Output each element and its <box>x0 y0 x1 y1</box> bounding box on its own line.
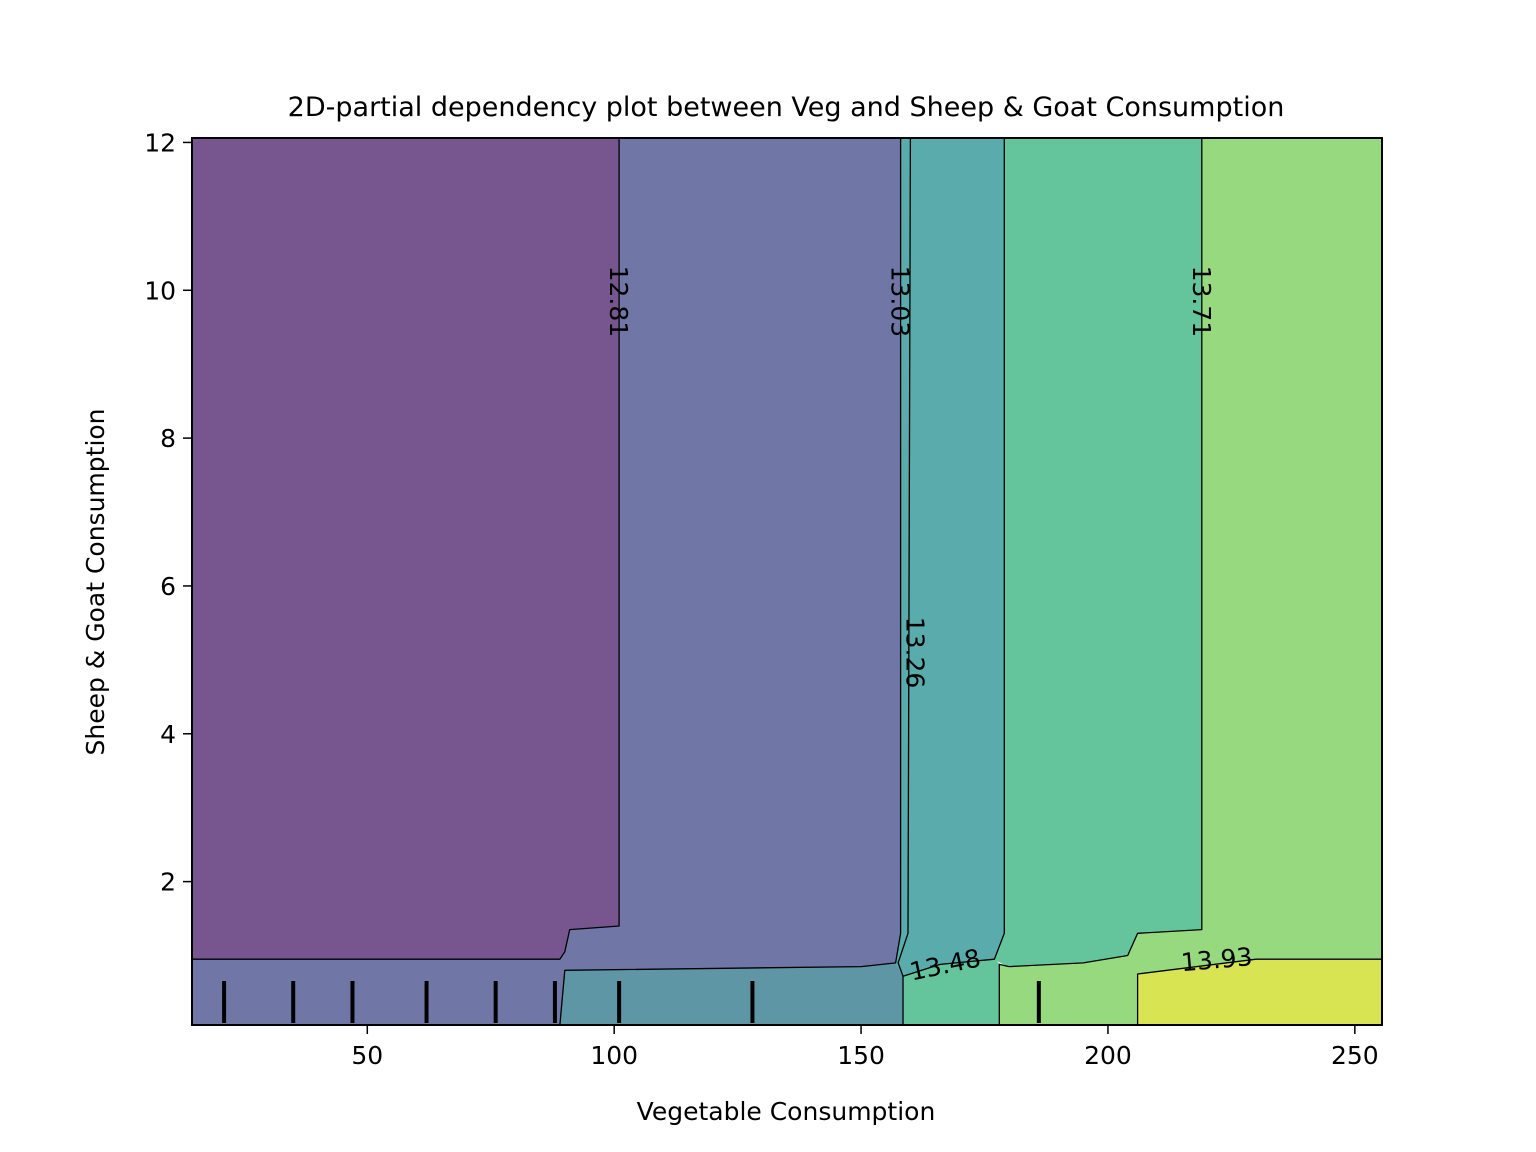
contour-label-13.71: 13.71 <box>1187 266 1216 338</box>
contour-label-group-12.81: 12.81 <box>604 266 633 338</box>
contour-line-13.93 <box>1136 958 1382 1025</box>
contour-region-2 <box>559 962 904 1026</box>
contour-label-13.93: 13.93 <box>1180 942 1254 977</box>
y-axis: 2 4 6 8 10 12 <box>144 128 192 897</box>
contour-line-12.81 <box>192 138 620 960</box>
contour-region-3 <box>895 137 1005 977</box>
contour-region-5 <box>993 137 1203 968</box>
contour-line-13.48 <box>902 138 1005 977</box>
chart-title: 2D-partial dependency plot between Veg a… <box>288 92 1285 123</box>
contour-label-12.81: 12.81 <box>604 266 633 338</box>
x-tick-label-100: 100 <box>590 1041 638 1070</box>
contour-line-13.71 <box>998 138 1203 1025</box>
contour-label-13.03: 13.03 <box>886 266 915 338</box>
x-tick-label-50: 50 <box>351 1041 383 1070</box>
contour-label-group-13.93: 13.93 <box>1180 942 1254 977</box>
contour-line-13.03 <box>559 138 902 1026</box>
contour-label-group-13.26: 13.26 <box>900 617 929 689</box>
y-tick-label-8: 8 <box>160 424 176 453</box>
contour-region-0 <box>191 137 620 960</box>
y-axis-label: Sheep & Goat Consumption <box>81 408 110 755</box>
x-tick-label-200: 200 <box>1084 1041 1132 1070</box>
contour-fill-regions <box>191 137 1383 1026</box>
y-tick-label-6: 6 <box>160 572 176 601</box>
contour-line-13.26 <box>897 137 912 1025</box>
x-axis: 50 100 150 200 250 <box>351 1025 1379 1070</box>
contour-label-group-13.71: 13.71 <box>1187 266 1216 338</box>
y-tick-label-12: 12 <box>144 128 176 157</box>
y-tick-label-4: 4 <box>160 720 176 749</box>
x-axis-label: Vegetable Consumption <box>637 1097 936 1126</box>
x-tick-label-250: 250 <box>1331 1041 1379 1070</box>
contour-label-group-13.03: 13.03 <box>886 266 915 338</box>
contour-label-13.26: 13.26 <box>900 617 929 689</box>
contour-lines <box>192 137 1382 1026</box>
plot-frame <box>191 137 1383 1026</box>
y-tick-label-10: 10 <box>144 276 176 305</box>
rug-ticks <box>222 981 1041 1023</box>
y-tick-label-2: 2 <box>160 868 176 897</box>
x-tick-label-150: 150 <box>837 1041 885 1070</box>
